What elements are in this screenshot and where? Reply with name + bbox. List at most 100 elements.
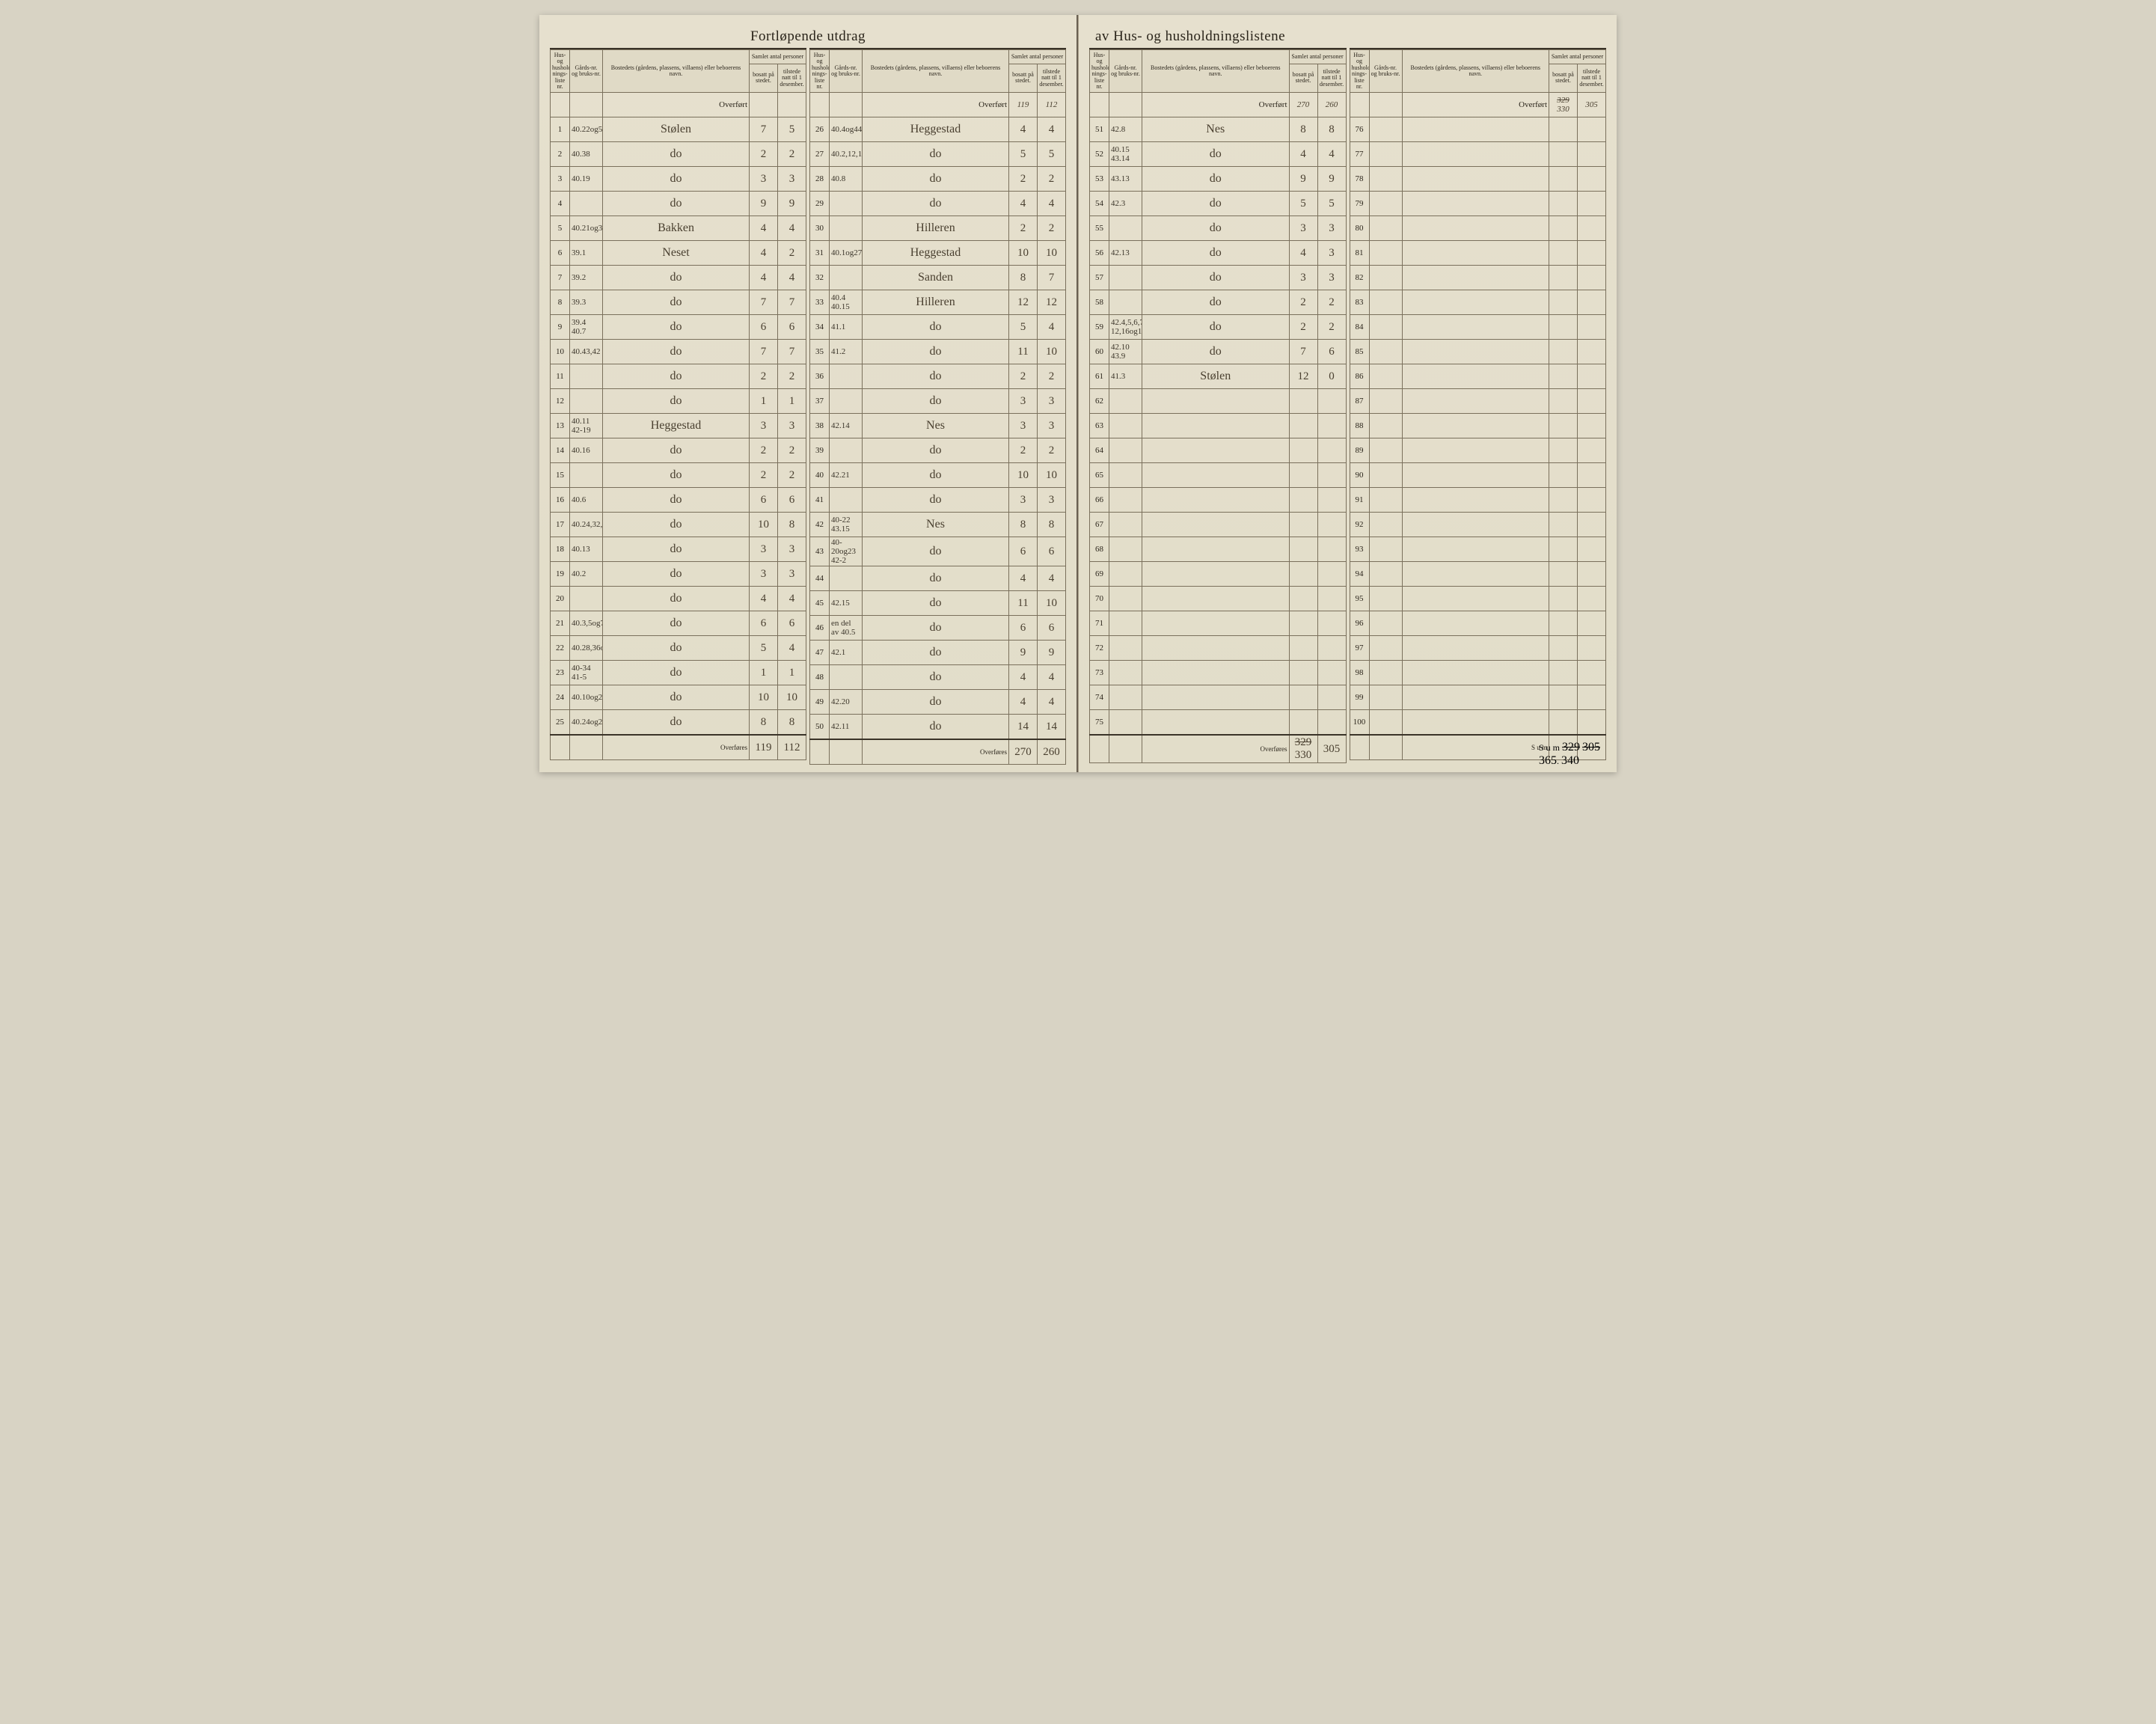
table-row: 39 do 2 2 (810, 438, 1066, 463)
table-row: 73 (1090, 661, 1347, 685)
table-row: 32 Sanden 8 7 (810, 266, 1066, 290)
cell-nr: 93 (1350, 537, 1369, 562)
overfores-bosatt: 329330 (1289, 735, 1317, 763)
cell-name: do (603, 685, 750, 710)
cell-name (1142, 389, 1290, 414)
cell-bosatt (1549, 340, 1578, 364)
table-row: 22 40.28,36og37 do 5 4 (551, 636, 806, 661)
census-table: Hus- og hushold-nings-liste nr. Gårds-nr… (1089, 49, 1347, 763)
cell-bosatt: 9 (1289, 167, 1317, 192)
cell-name (1402, 661, 1549, 685)
cell-bosatt: 10 (1009, 463, 1038, 488)
cell-name: do (863, 616, 1009, 641)
cell-name: Nes (1142, 117, 1290, 142)
cell-bosatt (1549, 611, 1578, 636)
left-tables: Hus- og hushold-nings-liste nr. Gårds-nr… (550, 48, 1066, 765)
cell-bosatt: 12 (1289, 364, 1317, 389)
cell-tilstede: 8 (778, 513, 806, 537)
table-row: 29 do 4 4 (810, 192, 1066, 216)
cell-nr: 25 (551, 710, 570, 736)
table-row: 77 (1350, 142, 1606, 167)
table-row: 61 41.3 Stølen 12 0 (1090, 364, 1347, 389)
cell-nr: 33 (810, 290, 830, 315)
overfores-bosatt: 270 (1009, 739, 1038, 765)
cell-gard (1369, 587, 1402, 611)
overfort-row: Overført (551, 93, 806, 117)
table-row: 79 (1350, 192, 1606, 216)
cell-tilstede (1578, 661, 1606, 685)
cell-nr: 21 (551, 611, 570, 636)
cell-bosatt (1289, 463, 1317, 488)
cell-tilstede: 2 (1038, 216, 1066, 241)
cell-nr: 100 (1350, 710, 1369, 736)
table-row: 20 do 4 4 (551, 587, 806, 611)
overfores-label: S u m (1402, 735, 1549, 760)
cell-bosatt: 3 (750, 414, 778, 438)
cell-nr: 88 (1350, 414, 1369, 438)
table-row: 41 do 3 3 (810, 488, 1066, 513)
cell-name: do (603, 537, 750, 562)
cell-gard (1369, 364, 1402, 389)
table-row: 13 40.11 42-19 Heggestad 3 3 (551, 414, 806, 438)
cell-gard (1369, 389, 1402, 414)
cell-tilstede (1317, 661, 1346, 685)
cell-tilstede (1578, 364, 1606, 389)
cell-nr: 63 (1090, 414, 1109, 438)
cell-tilstede: 10 (1038, 241, 1066, 266)
hdr-tilstede: tilstede natt til 1 desember. (1578, 64, 1606, 93)
cell-gard: 40-34 41-5 (570, 661, 603, 685)
overfort-bosatt (750, 93, 778, 117)
table-row: 65 (1090, 463, 1347, 488)
cell-nr: 45 (810, 591, 830, 616)
table-row: 3 40.19 do 3 3 (551, 167, 806, 192)
cell-nr: 99 (1350, 685, 1369, 710)
cell-bosatt: 6 (1009, 537, 1038, 566)
cell-bosatt (1549, 167, 1578, 192)
cell-gard: 41.1 (830, 315, 863, 340)
overfores-bosatt: 119 (750, 735, 778, 760)
cell-bosatt (1289, 389, 1317, 414)
cell-gard: 41.3 (1109, 364, 1142, 389)
cell-tilstede (1578, 340, 1606, 364)
table-row: 46 en del av 40.5 do 6 6 (810, 616, 1066, 641)
cell-gard (830, 364, 863, 389)
cell-nr: 14 (551, 438, 570, 463)
cell-bosatt (1289, 537, 1317, 562)
table-row: 87 (1350, 389, 1606, 414)
table-row: 56 42.13 do 4 3 (1090, 241, 1347, 266)
overfort-row: Overført 119 112 (810, 93, 1066, 117)
cell-gard (1369, 290, 1402, 315)
cell-bosatt: 3 (750, 537, 778, 562)
cell-tilstede (1578, 216, 1606, 241)
table-row: 47 42.1 do 9 9 (810, 641, 1066, 665)
table-row: 50 42.11 do 14 14 (810, 715, 1066, 740)
cell-tilstede: 2 (778, 438, 806, 463)
hdr-bosted: Bostedets (gårdens, plassens, villaens) … (1402, 50, 1549, 93)
table-row: 92 (1350, 513, 1606, 537)
cell-name (1402, 340, 1549, 364)
cell-nr: 82 (1350, 266, 1369, 290)
cell-nr: 62 (1090, 389, 1109, 414)
cell-gard (830, 266, 863, 290)
cell-bosatt: 8 (750, 710, 778, 736)
cell-bosatt: 2 (750, 463, 778, 488)
cell-gard (1369, 340, 1402, 364)
cell-gard (1369, 414, 1402, 438)
table-row: 80 (1350, 216, 1606, 241)
hdr-gard-nr: Gårds-nr. og bruks-nr. (830, 50, 863, 93)
cell-gard: 42.10 43.9 (1109, 340, 1142, 364)
cell-gard (1109, 488, 1142, 513)
cell-gard (1369, 513, 1402, 537)
table-row: 23 40-34 41-5 do 1 1 (551, 661, 806, 685)
cell-name: do (603, 290, 750, 315)
cell-bosatt (1549, 266, 1578, 290)
cell-tilstede: 8 (1038, 513, 1066, 537)
cell-gard: 40.13 (570, 537, 603, 562)
cell-tilstede (1317, 414, 1346, 438)
cell-gard: 42.11 (830, 715, 863, 740)
cell-name (1142, 587, 1290, 611)
cell-gard (1109, 661, 1142, 685)
table-row: 16 40.6 do 6 6 (551, 488, 806, 513)
cell-gard: 40.19 (570, 167, 603, 192)
hdr-bosatt: bosatt på stedet. (750, 64, 778, 93)
